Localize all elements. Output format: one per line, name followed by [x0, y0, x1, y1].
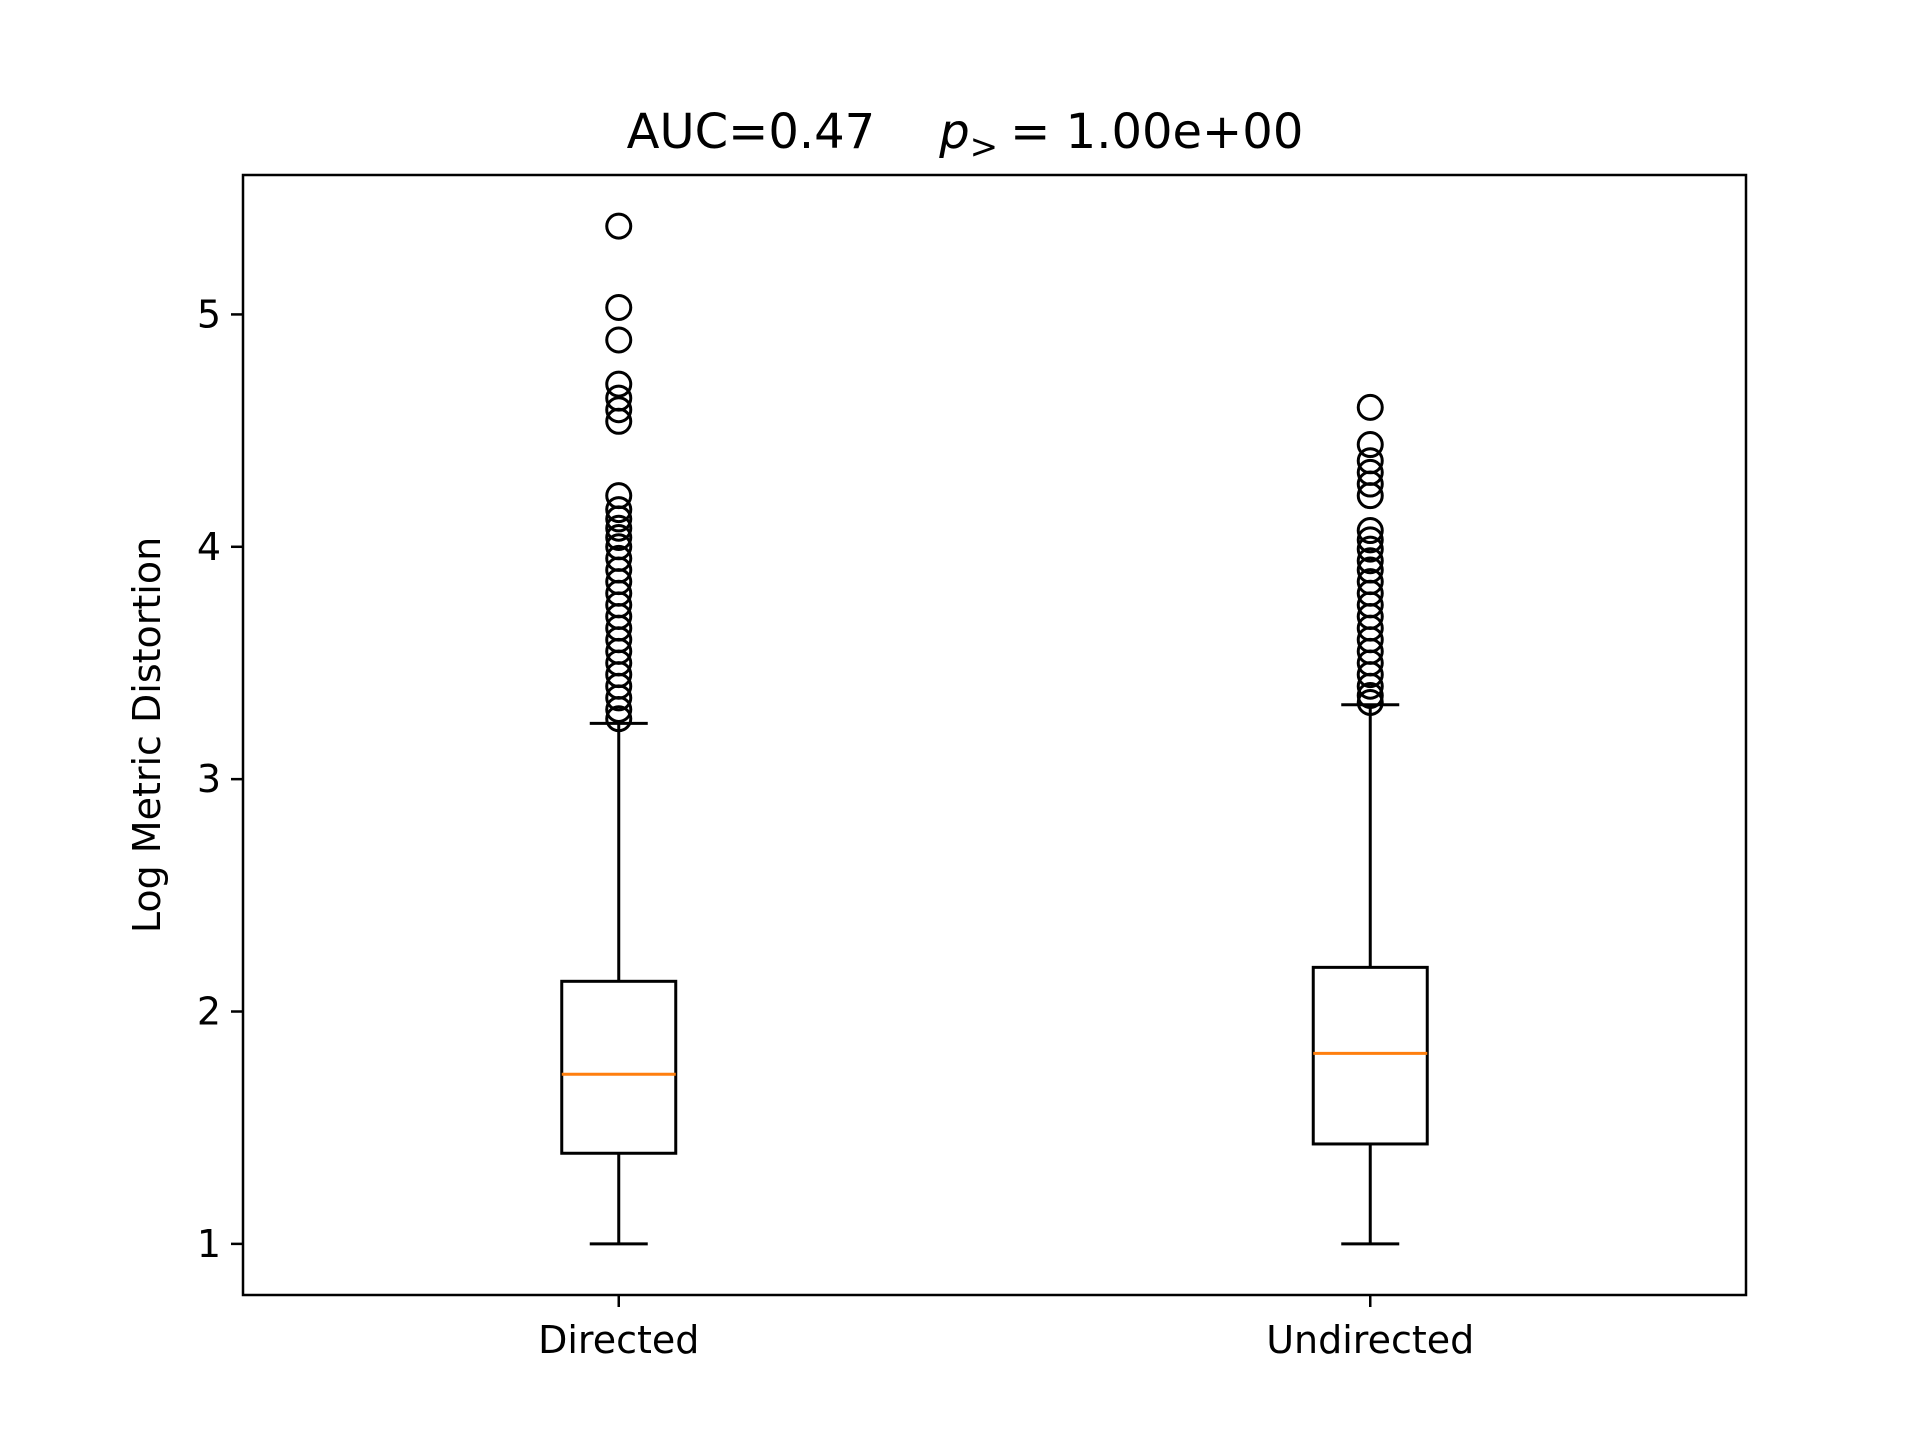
directed-outlier-25	[605, 684, 633, 712]
y-tick-label-1: 1	[197, 1222, 221, 1266]
directed-outlier-10	[605, 514, 633, 542]
directed-box	[560, 979, 678, 1155]
undirected-outlier-1	[1356, 431, 1384, 459]
y-tick-label-3: 3	[197, 757, 221, 801]
title-p-symbol: p	[938, 104, 969, 160]
directed-outlier-2	[605, 326, 633, 354]
directed-outlier-11	[605, 523, 633, 551]
undirected-outlier-0	[1356, 393, 1384, 421]
undirected-outlier-22	[1356, 688, 1384, 716]
title-p-subscript: >	[970, 127, 999, 167]
directed-outlier-7	[605, 482, 633, 510]
undirected-outlier-4	[1356, 470, 1384, 498]
y-axis-label: Log Metric Distortion	[125, 537, 169, 933]
plot-frame	[241, 173, 1748, 1297]
undirected-outlier-20	[1356, 672, 1384, 700]
directed-outlier-26	[605, 695, 633, 723]
undirected-outlier-21	[1356, 681, 1384, 709]
y-tick-label-2: 2	[197, 990, 221, 1034]
title-auc: AUC=0.47	[627, 104, 876, 160]
directed-outlier-6	[605, 407, 633, 435]
undirected-outlier-5	[1356, 482, 1384, 510]
directed-outlier-1	[605, 293, 633, 321]
directed-outlier-3	[605, 370, 633, 398]
chart-title: AUC=0.47 p> = 1.00e+00	[627, 104, 1304, 167]
undirected-outlier-8	[1356, 535, 1384, 563]
directed-outlier-0	[605, 212, 633, 240]
directed-outlier-5	[605, 396, 633, 424]
undirected-outlier-7	[1356, 526, 1384, 554]
plot-area: 1 2 3 4 5 Directed Undirected	[197, 212, 1474, 1362]
undirected-outlier-19	[1356, 661, 1384, 689]
directed-outlier-27	[605, 705, 633, 733]
x-tick-label-directed: Directed	[538, 1318, 699, 1362]
directed-outlier-8	[605, 496, 633, 524]
directed-outlier-9	[605, 505, 633, 533]
x-tick-label-undirected: Undirected	[1266, 1318, 1474, 1362]
undirected-outlier-6	[1356, 517, 1384, 545]
undirected-box	[1311, 965, 1429, 1146]
title-p-value: = 1.00e+00	[1010, 104, 1303, 160]
undirected-outlier-9	[1356, 547, 1384, 575]
y-tick-label-4: 4	[197, 525, 221, 569]
y-tick-label-5: 5	[197, 292, 221, 336]
